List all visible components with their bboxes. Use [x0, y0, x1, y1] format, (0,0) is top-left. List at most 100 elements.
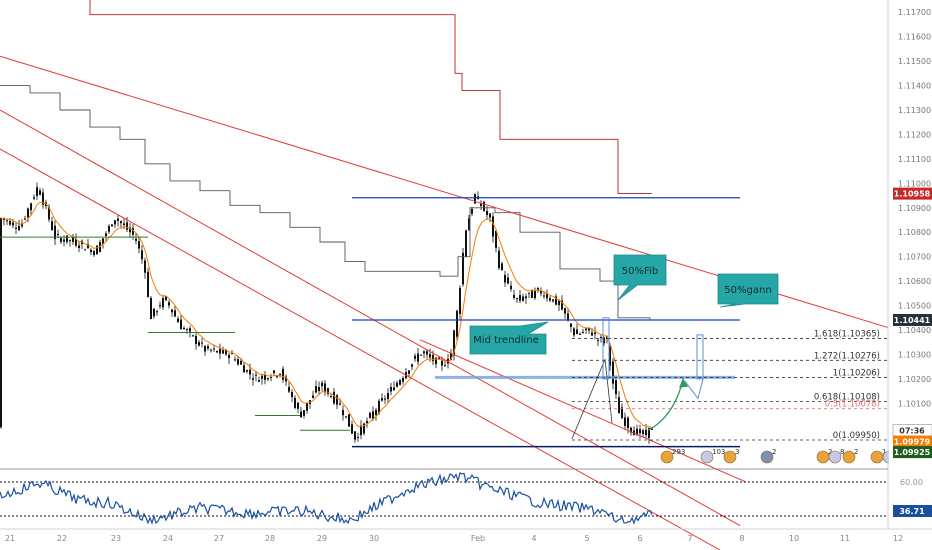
time-axis[interactable]: 21 22 23 24 27 28 29 30 Feb 4 5 6 7 8 10 11 12 [0, 528, 932, 543]
oscillator-pane: 60.00 36.71 [0, 468, 932, 525]
candle-body [390, 387, 392, 392]
price-tick-label: 1.11300 [898, 106, 931, 115]
callout-bubble [613, 254, 667, 301]
candle-body [501, 263, 503, 271]
event-count: 1 [882, 448, 886, 456]
candle-body [171, 309, 173, 313]
event-marker [660, 450, 674, 464]
candle-body [402, 377, 404, 382]
projection-box [602, 317, 610, 380]
candle-body [645, 429, 647, 435]
candle-body [591, 332, 593, 336]
candle-body [648, 427, 650, 439]
candle-body [66, 235, 68, 243]
candle-body [300, 411, 302, 418]
price-axis[interactable]: 1.11700 1.11600 1.11500 1.11400 1.11300 1.112… [887, 0, 932, 530]
event-marker [828, 450, 842, 464]
candle-body [33, 197, 35, 199]
event-count: 2 [854, 448, 858, 456]
candle-body [474, 194, 476, 204]
candle-body [168, 302, 170, 306]
time-tick-label: 7 [687, 534, 692, 543]
candle-body [396, 382, 398, 387]
trailing-stop-line [89, 0, 652, 195]
time-tick-label: 24 [163, 534, 173, 543]
candle-body [177, 318, 179, 323]
event-marker [700, 450, 714, 464]
candle-body [162, 298, 164, 308]
time-tick-label: 8 [739, 534, 744, 543]
candle-body [432, 354, 434, 361]
candle-body [639, 429, 641, 434]
candle-body [93, 251, 95, 256]
candle-body [555, 296, 557, 305]
candle-body [516, 298, 518, 300]
candle-body [207, 346, 209, 349]
candle-body [147, 271, 149, 297]
candle-body [339, 403, 341, 405]
candle-body [453, 330, 455, 356]
price-badge-label: 1.10958 [894, 190, 931, 199]
projection-box [696, 334, 704, 380]
candle-body [201, 342, 203, 344]
candle-body [597, 339, 599, 341]
candle-body [375, 409, 377, 416]
candle-body [57, 234, 59, 236]
event-count: 2 [828, 448, 832, 456]
candle-body [426, 351, 428, 355]
candle-body [417, 353, 419, 362]
candle-body [240, 360, 242, 365]
event-count: 103 [712, 448, 725, 456]
candle-body [258, 380, 260, 382]
candle-body [51, 221, 53, 231]
candle-body [534, 290, 536, 299]
candle-body [321, 382, 323, 387]
price-tick-label: 1.11400 [898, 82, 931, 91]
candle-body [519, 295, 521, 301]
fib-level-label: 1(1.10206) [833, 368, 880, 378]
price-tick-label: 1.10200 [898, 375, 931, 384]
candle-body [132, 228, 134, 235]
candle-body [129, 227, 131, 233]
candle-body [252, 378, 254, 380]
candle-body [393, 387, 395, 391]
candle-body [276, 376, 278, 378]
candle-body [327, 388, 329, 394]
candle-body [141, 250, 143, 260]
callout-bubble [717, 273, 779, 308]
candle-body [165, 296, 167, 301]
candle-body [573, 328, 575, 336]
candle-body [588, 327, 590, 331]
candle-body [366, 421, 368, 424]
event-marker [723, 450, 737, 464]
candle-body [270, 377, 272, 379]
candle-body [195, 335, 197, 344]
candle-body [18, 225, 20, 231]
candle-body [261, 375, 263, 379]
time-tick-label: 29 [317, 534, 327, 543]
candle-body [180, 319, 182, 330]
projection-zigzag [684, 378, 704, 400]
candle-body [213, 348, 215, 350]
candle-body [507, 277, 509, 284]
candle-body [651, 428, 653, 430]
event-count: 8 [840, 448, 844, 456]
candle-body [174, 310, 176, 317]
candle-body [423, 351, 425, 354]
candle-body [576, 329, 578, 335]
candle-body [609, 346, 611, 366]
time-tick-label: Feb [471, 534, 485, 543]
candle-body [594, 332, 596, 335]
candle-body [303, 410, 305, 416]
candle-body [228, 354, 230, 359]
candle-body [105, 233, 107, 237]
candle-body [315, 386, 317, 393]
candle-body [528, 292, 530, 294]
candle-body [438, 357, 440, 360]
candle-body [312, 395, 314, 398]
candle-body [456, 310, 458, 337]
candle-body [543, 295, 545, 297]
candle-body [297, 402, 299, 409]
price-tick-label: 1.11000 [898, 179, 931, 188]
candle-body [342, 409, 344, 416]
